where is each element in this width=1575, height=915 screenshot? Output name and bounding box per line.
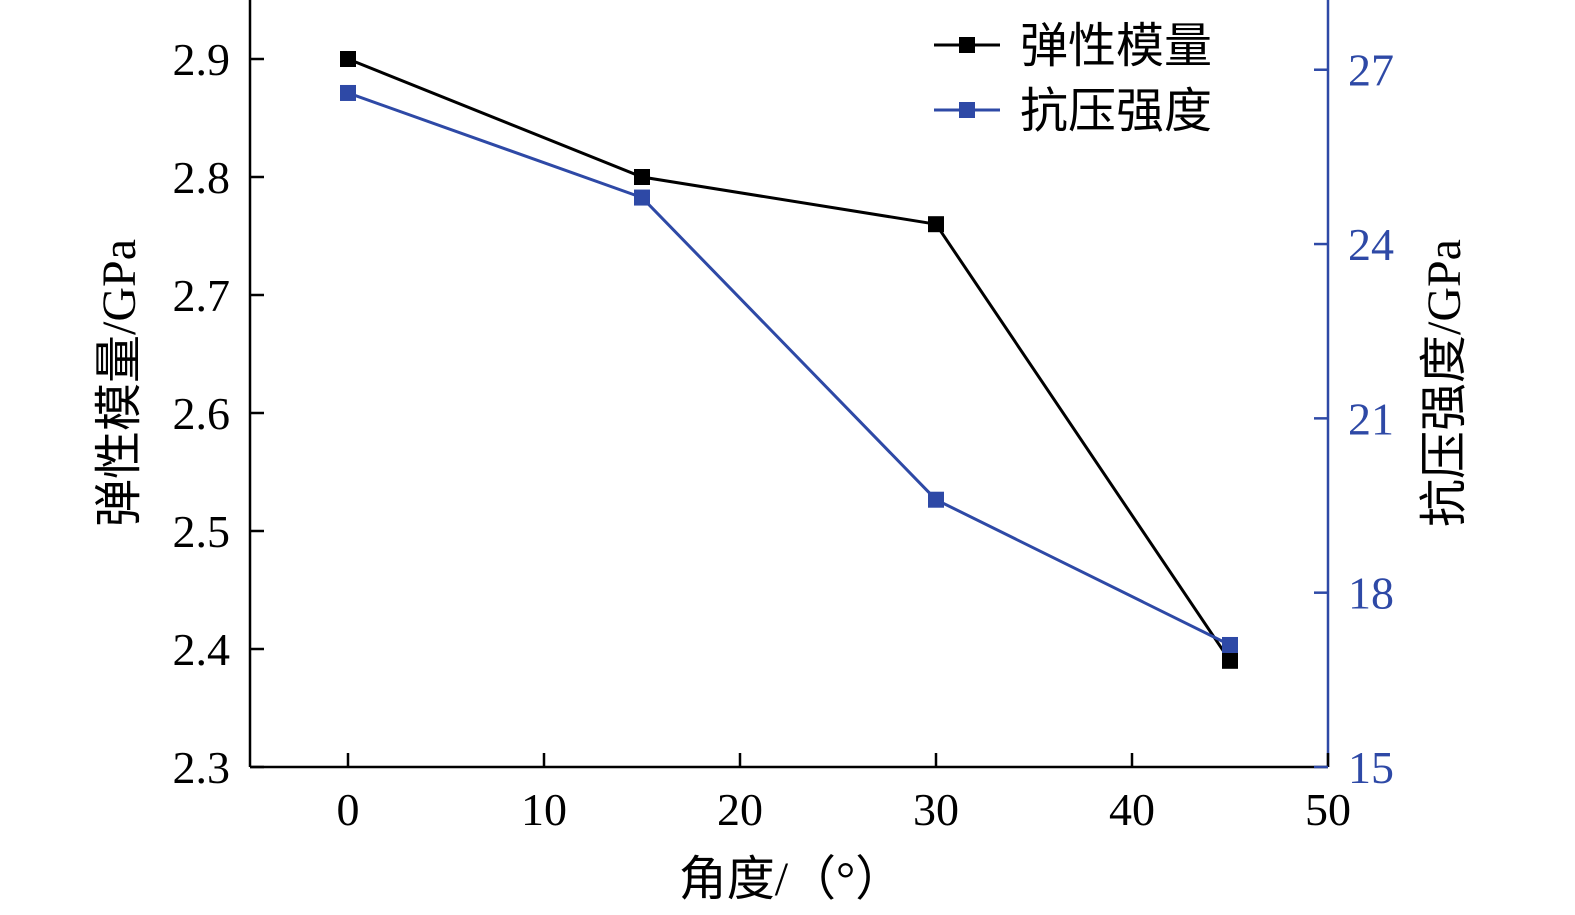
y-left-tick-label: 2.6 — [173, 388, 231, 439]
series-layer — [340, 51, 1238, 669]
x-tick-label: 40 — [1109, 784, 1155, 835]
y-right-tick-label: 18 — [1348, 568, 1394, 619]
y-left-tick-label: 2.3 — [173, 742, 231, 793]
legend-label-1: 抗压强度 — [1020, 85, 1212, 138]
y-left-tick-label: 2.4 — [173, 624, 231, 675]
y-left-axis-title: 弹性模量/GPa — [93, 239, 146, 527]
data-point-series-0 — [1222, 652, 1238, 669]
x-axis-title: 角度/（°） — [679, 853, 904, 906]
data-point-series-1 — [1222, 636, 1238, 653]
y-left-tick-label: 2.5 — [173, 506, 231, 557]
y-right-tick-label: 24 — [1348, 219, 1394, 270]
axes: 0 10 20 30 40 50 2.3 2.4 2.5 2.6 2.7 2.8 2.9 15 18 21 24… — [93, 0, 1471, 906]
data-point-series-1 — [340, 84, 356, 101]
y-left-tick-label: 2.9 — [173, 34, 231, 85]
data-point-series-0 — [634, 169, 650, 185]
x-tick-label: 50 — [1305, 784, 1351, 835]
series-line-0 — [347, 57, 1232, 662]
y-left-tick-label: 2.7 — [173, 270, 231, 321]
data-point-series-1 — [928, 491, 944, 508]
x-tick-label: 30 — [913, 784, 959, 835]
y-right-tick-label: 27 — [1348, 45, 1394, 96]
legend-marker-1 — [959, 102, 975, 118]
x-tick-label: 10 — [521, 784, 567, 835]
x-tick-label: 20 — [717, 784, 763, 835]
x-tick-label: 0 — [337, 784, 360, 835]
data-point-series-1 — [634, 189, 650, 206]
series-line-1 — [347, 91, 1231, 647]
data-point-series-0 — [928, 216, 944, 233]
y-left-tick-label: 2.8 — [173, 152, 231, 203]
legend-marker-0 — [959, 37, 975, 53]
y-right-axis-title: 抗压强度/GPa — [1418, 239, 1471, 527]
y-right-tick-label: 15 — [1348, 742, 1394, 793]
legend-label-0: 弹性模量 — [1020, 20, 1212, 73]
data-point-series-0 — [340, 51, 356, 67]
y-right-tick-label: 21 — [1348, 393, 1394, 444]
